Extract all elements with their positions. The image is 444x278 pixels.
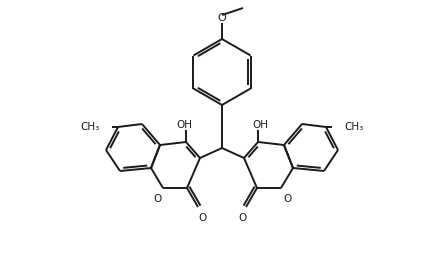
Text: O: O [153,194,161,204]
Text: O: O [283,194,291,204]
Text: CH₃: CH₃ [344,122,363,132]
Text: O: O [238,213,246,223]
Text: CH₃: CH₃ [81,122,100,132]
Text: O: O [198,213,206,223]
Text: OH: OH [176,120,192,130]
Text: O: O [218,13,226,23]
Text: OH: OH [252,120,268,130]
